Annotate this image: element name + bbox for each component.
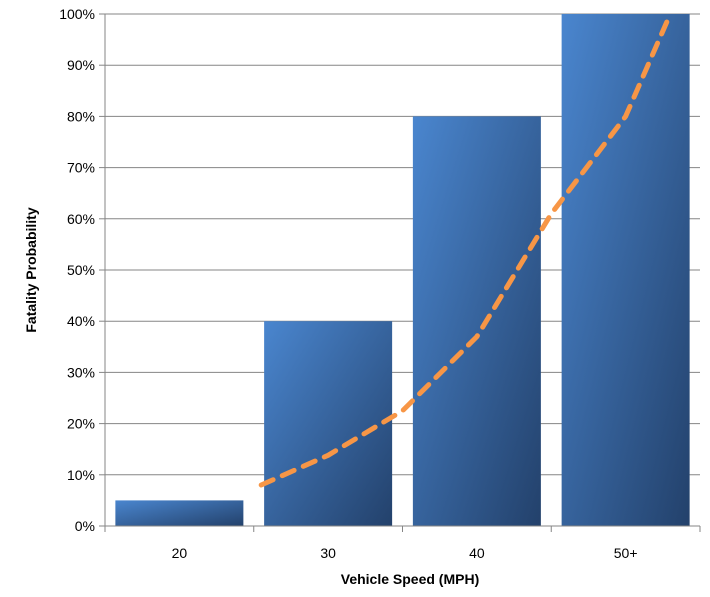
y-axis-title: Fatality Probability: [23, 207, 39, 332]
y-tick-label: 80%: [67, 108, 95, 124]
x-tick-label: 40: [469, 545, 485, 561]
y-tick-label: 10%: [67, 467, 95, 483]
bars: [115, 14, 690, 527]
y-tick-label: 90%: [67, 57, 95, 73]
y-tick-label: 40%: [67, 313, 95, 329]
tick-labels: 0% 10% 20% 30% 40% 50% 60% 70% 80% 90% 100% 20 30 40 5…: [59, 6, 637, 561]
x-axis-title: Vehicle Speed (MPH): [341, 571, 479, 587]
trendline: [258, 11, 673, 488]
y-tick-label: 0%: [75, 518, 95, 534]
axes: [99, 13, 701, 532]
bar: [264, 321, 393, 526]
y-tick-label: 30%: [67, 364, 95, 380]
x-tick-label: 20: [172, 545, 188, 561]
y-tick-label: 100%: [59, 6, 95, 22]
y-tick-label: 60%: [67, 211, 95, 227]
bar: [412, 116, 541, 527]
y-tick-label: 50%: [67, 262, 95, 278]
x-tick-label: 50+: [614, 545, 638, 561]
x-tick-label: 30: [320, 545, 336, 561]
y-tick-label: 70%: [67, 160, 95, 176]
y-tick-label: 20%: [67, 416, 95, 432]
bar: [115, 500, 244, 526]
bar: [561, 14, 690, 526]
trendline-path: [258, 11, 673, 488]
